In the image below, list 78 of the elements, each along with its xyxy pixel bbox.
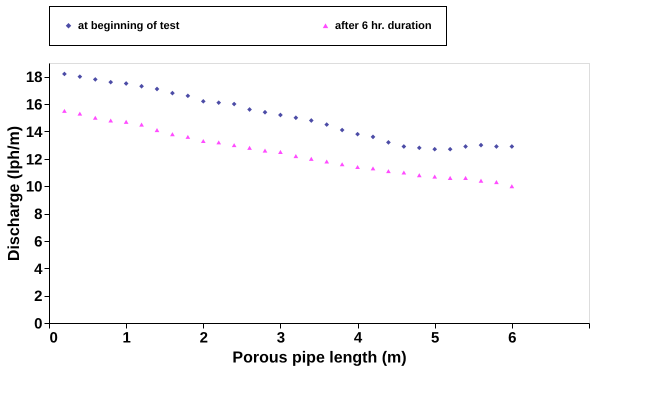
point: [124, 81, 128, 86]
x-axis-title: Porous pipe length (m): [232, 350, 407, 366]
point: [216, 140, 222, 144]
point: [186, 134, 190, 139]
point: [108, 118, 114, 123]
y-axis-title: Discharge (lph/m): [6, 126, 23, 262]
x-tick-label: 5: [431, 330, 440, 346]
point: [247, 146, 252, 150]
y-tick-label: 12: [26, 151, 42, 168]
legend-label: after 6 hr. duration: [335, 20, 432, 32]
point: [402, 170, 406, 175]
y-tick-label: 4: [34, 260, 44, 278]
point: [416, 145, 422, 150]
point: [370, 134, 376, 140]
y-tick-label: 16: [26, 96, 42, 114]
point: [448, 146, 452, 152]
x-tick-label: 2: [200, 330, 208, 346]
point: [232, 143, 236, 148]
x-tick-label: 6: [508, 330, 517, 346]
point: [278, 150, 283, 154]
point: [186, 93, 190, 98]
x-tick-label: 1: [122, 330, 131, 346]
y-tick-label: 10: [26, 178, 42, 196]
point: [232, 102, 236, 106]
point: [294, 154, 298, 158]
point: [154, 86, 160, 92]
point: [386, 169, 391, 174]
x-tick-label: 4: [354, 330, 363, 346]
point: [78, 74, 82, 80]
point: [124, 120, 128, 124]
point: [78, 112, 82, 116]
point: [370, 166, 376, 170]
point: [432, 146, 438, 152]
point: [416, 173, 422, 178]
point: [494, 144, 499, 149]
point: [402, 144, 406, 149]
point: [262, 110, 268, 115]
point: [170, 90, 175, 96]
legend-label: at beginning of test: [78, 20, 180, 32]
point: [92, 116, 98, 120]
point: [308, 156, 314, 161]
y-tick-label: 14: [26, 124, 44, 141]
point: [340, 162, 344, 166]
point: [247, 107, 252, 112]
point: [108, 80, 114, 85]
y-tick-label: 6: [34, 233, 42, 250]
point: [463, 176, 468, 180]
point: [324, 159, 330, 164]
point: [62, 72, 67, 76]
point: [294, 115, 298, 120]
point: [154, 128, 160, 132]
point: [308, 118, 314, 123]
point: [139, 84, 144, 89]
point: [200, 98, 206, 104]
point: [216, 100, 222, 106]
point: [386, 140, 391, 145]
point: [463, 144, 468, 149]
point: [278, 112, 283, 118]
point: [355, 164, 360, 170]
point: [510, 144, 514, 149]
x-tick-label: 3: [276, 330, 286, 346]
y-tick-label: 2: [34, 288, 42, 306]
y-tick-label: 0: [34, 316, 42, 332]
point: [262, 148, 268, 153]
point: [340, 128, 344, 132]
point: [200, 138, 206, 144]
point: [355, 132, 360, 137]
point: [432, 174, 438, 179]
x-tick-label: 0: [50, 330, 58, 346]
point: [139, 122, 144, 127]
point: [324, 122, 330, 127]
point: [494, 180, 499, 184]
y-tick-label: 18: [26, 69, 42, 86]
point: [478, 142, 484, 148]
y-tick-label: 8: [34, 206, 42, 224]
point: [448, 176, 452, 180]
point: [92, 77, 98, 82]
point: [62, 108, 67, 113]
